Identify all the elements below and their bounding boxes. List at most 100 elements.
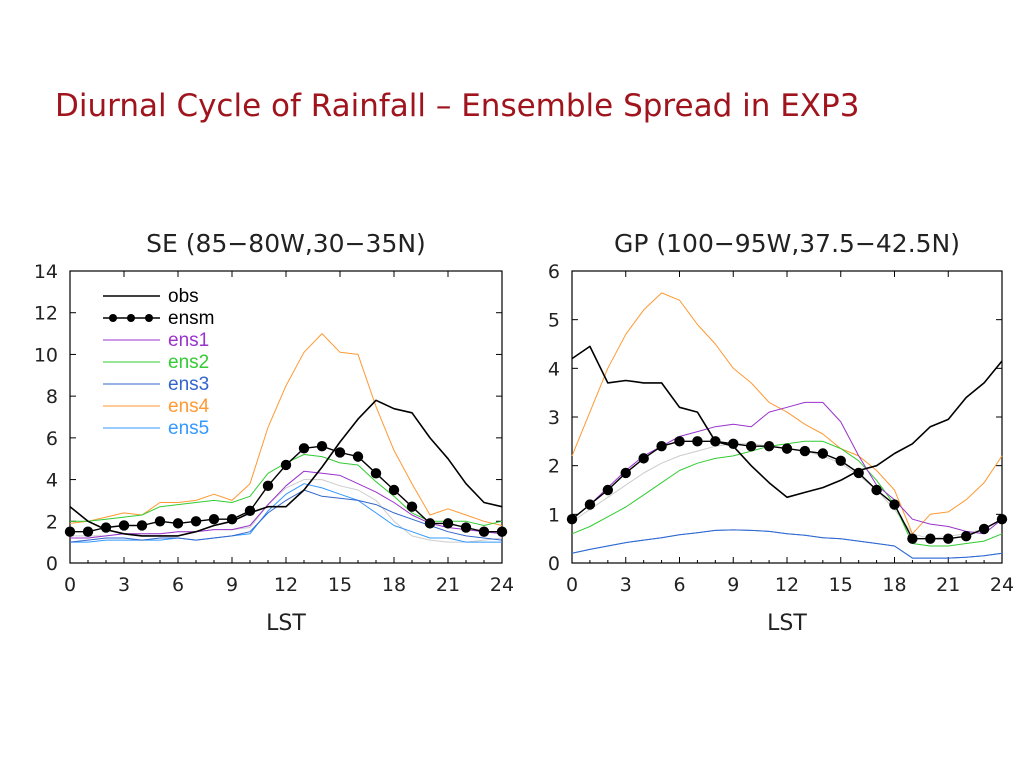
legend-marker — [145, 314, 153, 322]
plot-frame — [571, 270, 1003, 564]
series-line-unlabeled — [571, 443, 1003, 540]
y-tick-label: 4 — [46, 470, 58, 492]
panel-title: SE (85−80W,30−35N) — [146, 229, 426, 258]
series-point-ensm — [370, 468, 382, 479]
series-point-ensm — [442, 518, 454, 529]
x-tick-label: 18 — [382, 574, 406, 596]
series-point-ensm — [638, 453, 649, 464]
x-tick-label: 3 — [620, 574, 632, 596]
series-point-ensm — [763, 441, 775, 452]
series-line-unlabeled — [70, 479, 503, 543]
y-tick-label: 8 — [46, 386, 58, 408]
y-tick-label: 10 — [34, 344, 58, 366]
series-line-ens3 — [571, 529, 1003, 559]
series-point-ensm — [871, 484, 882, 496]
panel-title: GP (100−95W,37.5−42.5N) — [614, 229, 960, 258]
x-tick-label: 3 — [118, 574, 130, 596]
legend-label-ens1: ens1 — [168, 330, 209, 351]
series-point-ensm — [889, 499, 900, 510]
x-tick-label: 9 — [226, 574, 238, 596]
legend-marker — [127, 314, 135, 322]
legend-label-obs: obs — [168, 286, 199, 307]
series-line-ensm — [571, 440, 1003, 540]
x-axis-label: LST — [266, 611, 306, 636]
panel-1: SE (85−80W,30−35N)0 3 6 9 12 15 18 21 2402468101… — [34, 229, 514, 636]
series-point-ensm — [925, 533, 936, 544]
series-point-ensm — [728, 438, 739, 449]
legend-marker — [109, 314, 117, 322]
legend-label-ens5: ens5 — [168, 418, 209, 439]
series-point-ensm — [943, 533, 954, 544]
y-tick-label: 4 — [548, 358, 560, 380]
series-point-ensm — [817, 448, 829, 459]
y-tick-label: 2 — [46, 511, 58, 533]
legend-label-ens2: ens2 — [168, 352, 209, 373]
x-tick-label: 6 — [673, 574, 685, 596]
series-point-ensm — [136, 520, 148, 531]
series-point-ensm — [907, 533, 918, 544]
series-point-ensm — [118, 520, 130, 531]
series-point-ensm — [674, 436, 685, 447]
legend-label-ens3: ens3 — [168, 374, 209, 395]
x-tick-label: 21 — [436, 574, 460, 596]
y-tick-label: 12 — [34, 303, 58, 325]
y-tick-label: 6 — [46, 428, 58, 450]
x-tick-label: 0 — [566, 574, 578, 596]
x-tick-label: 9 — [727, 574, 739, 596]
series-point-ensm — [692, 436, 703, 447]
x-tick-label: 21 — [936, 574, 960, 596]
plot-frame — [69, 270, 503, 564]
series-point-ensm — [656, 441, 667, 452]
slide-title: Diurnal Cycle of Rainfall – Ensemble Spr… — [55, 88, 860, 124]
x-tick-label: 24 — [490, 574, 514, 596]
x-tick-label: 15 — [829, 574, 853, 596]
series-point-ensm — [82, 526, 94, 537]
x-tick-label: 0 — [64, 574, 76, 596]
series-point-ensm — [460, 522, 472, 533]
series-point-ensm — [172, 518, 184, 529]
series-line-obs — [571, 345, 1003, 499]
x-axis-label: LST — [767, 611, 807, 636]
panel-2: GP (100−95W,37.5−42.5N)0 3 6 9 12 15 18 21 24012… — [548, 229, 1014, 636]
series-point-ensm — [620, 467, 631, 479]
y-tick-label: 14 — [34, 261, 58, 283]
series-point-ensm — [280, 459, 292, 471]
series-point-ensm — [388, 484, 400, 496]
series-line-ens4 — [571, 292, 1003, 535]
series-point-ensm — [208, 514, 220, 525]
series-point-ensm — [406, 501, 418, 512]
x-tick-label: 6 — [172, 574, 184, 596]
x-tick-label: 18 — [882, 574, 906, 596]
series-point-ensm — [602, 484, 614, 496]
series-point-ensm — [298, 443, 310, 454]
series-point-ensm — [799, 445, 811, 457]
y-tick-label: 6 — [548, 261, 560, 283]
series-point-ensm — [190, 516, 202, 527]
y-tick-label: 0 — [46, 553, 58, 575]
x-tick-label: 24 — [990, 574, 1014, 596]
series-point-ensm — [781, 443, 793, 454]
series-point-ensm — [316, 441, 328, 452]
x-tick-label: 15 — [328, 574, 352, 596]
series-point-ensm — [154, 516, 166, 527]
x-tick-label: 12 — [274, 574, 298, 596]
y-tick-label: 2 — [548, 456, 560, 478]
y-tick-label: 5 — [548, 310, 560, 332]
series-point-ensm — [835, 455, 846, 466]
series-point-ensm — [262, 480, 274, 492]
series-point-ensm — [745, 441, 757, 452]
series-point-ensm — [478, 526, 490, 537]
x-tick-label: 12 — [775, 574, 799, 596]
series-point-ensm — [424, 518, 436, 529]
y-tick-label: 1 — [548, 504, 560, 526]
y-tick-label: 3 — [548, 407, 560, 429]
series-point-ensm — [996, 514, 1008, 525]
series-line-ens2 — [571, 440, 1003, 547]
series-point-ensm — [584, 499, 596, 510]
legend-label-ens4: ens4 — [168, 396, 210, 417]
series-point-ensm — [496, 526, 508, 537]
series-line-obs — [69, 399, 503, 537]
legend-label-ensm: ensm — [168, 308, 214, 329]
y-tick-label: 0 — [548, 553, 560, 575]
